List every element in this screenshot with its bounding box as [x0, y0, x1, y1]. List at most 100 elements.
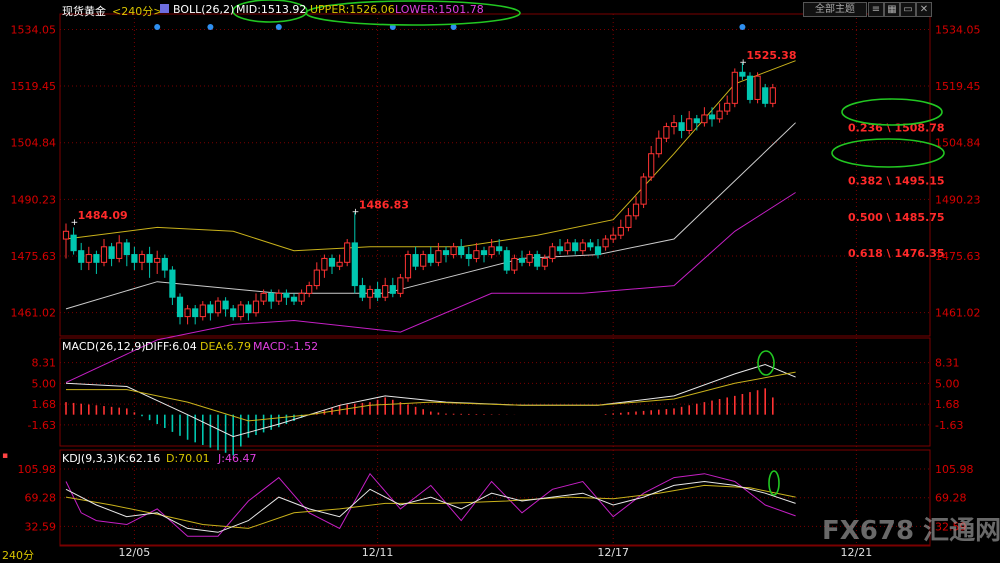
candle-body: [632, 203, 640, 217]
fib-level-label: 0.618 \ 1476.35: [848, 247, 945, 260]
kdj-y-tick-label: 32.59: [25, 520, 57, 533]
candle-body: [328, 257, 336, 267]
x-tick-label: 12/11: [362, 546, 394, 559]
macd-macd-value: MACD:-1.52: [253, 340, 319, 353]
restore-icon[interactable]: ▭: [900, 2, 916, 17]
candle-body: [526, 254, 533, 263]
candle-body: [161, 257, 168, 271]
candle-body: [169, 269, 176, 298]
highlight-upper-lower-ellipse: [305, 0, 521, 26]
candle-body: [708, 114, 716, 120]
candle-body: [344, 242, 351, 263]
main-y-tick-label-right: 1534.05: [935, 23, 981, 36]
candle-body: [412, 254, 419, 267]
kdj-y-tick-label: 69.28: [25, 492, 57, 505]
signal-dot: [154, 24, 161, 30]
candle-body: [108, 246, 115, 259]
candle-body: [617, 226, 624, 236]
candle-body: [579, 242, 586, 252]
main-y-tick-label-right: 1519.45: [935, 80, 981, 93]
kdj-marker-icon: ▪: [2, 451, 9, 461]
category-select[interactable]: 全部主题: [803, 2, 867, 17]
boll-mid-value: MID:1513.92: [236, 3, 307, 16]
highlight-fib-0236-ellipse: [841, 98, 943, 126]
boll-upper-value: UPPER:1526.06: [310, 3, 395, 16]
main-y-tick-label: 1475.63: [11, 250, 57, 263]
candle-body: [85, 254, 92, 263]
macd-y-tick-label-right: 1.68: [935, 398, 960, 411]
close-icon[interactable]: ✕: [916, 2, 932, 17]
highlight-macd-cross-ellipse: [757, 350, 775, 376]
boll-lower-line: [65, 192, 796, 383]
candle-body: [146, 254, 153, 263]
candle-body: [518, 257, 526, 263]
x-tick-label: 12/17: [597, 546, 629, 559]
kdj-y-tick-label-right: 32.59: [935, 520, 967, 533]
candle-body: [693, 118, 700, 124]
candle-body: [70, 234, 77, 252]
boll-title[interactable]: BOLL(26,2): [173, 3, 235, 16]
kdj-j-value: J:46.47: [218, 452, 257, 465]
kdj-y-tick-label-right: 105.98: [935, 463, 974, 476]
candle-body: [648, 153, 655, 178]
candle-body: [427, 254, 434, 263]
macd-dea-value: DEA:6.79: [200, 340, 251, 353]
tile-icon[interactable]: ▦: [884, 2, 900, 17]
fib-level-label: 0.236 \ 1508.78: [848, 121, 945, 134]
candle-body: [100, 246, 108, 263]
kdj-y-tick-label: 105.98: [18, 463, 57, 476]
price-annotation: 1484.09: [78, 209, 128, 222]
candle-body: [686, 118, 693, 131]
signal-dot: [739, 24, 746, 30]
kdj-k-value: K:62.16: [118, 452, 161, 465]
macd-y-tick-label: 5.00: [32, 377, 57, 390]
highlight-fib-0382-ellipse: [831, 138, 945, 168]
candle-body: [237, 304, 244, 318]
candle-body: [587, 242, 594, 248]
main-y-tick-label: 1461.02: [11, 307, 57, 320]
candle-body: [511, 257, 518, 271]
candle-body: [268, 292, 275, 302]
candle-body: [260, 292, 267, 302]
period-tag[interactable]: <240分>: [112, 5, 163, 18]
candle-body: [123, 242, 130, 256]
candle-body: [230, 308, 237, 318]
boll-lower-value: LOWER:1501.78: [395, 3, 484, 16]
candle-body: [351, 242, 358, 287]
main-y-tick-label-right: 1475.63: [935, 250, 981, 263]
candle-body: [724, 102, 731, 112]
kdj-d-value: D:70.01: [166, 452, 210, 465]
candle-body: [435, 250, 442, 263]
main-y-tick-label: 1490.23: [11, 193, 57, 206]
candle-body: [640, 176, 647, 205]
main-y-tick-label-right: 1490.23: [935, 193, 981, 206]
candle-body: [701, 114, 708, 124]
settings-icon[interactable]: ≡: [868, 2, 884, 17]
signal-dot: [207, 24, 214, 30]
candle-body: [488, 246, 495, 256]
candle-body: [556, 246, 564, 252]
candle-body: [625, 215, 632, 228]
candle-body: [116, 242, 123, 259]
kdj-y-tick-label-right: 69.28: [935, 492, 967, 505]
candle-body: [473, 250, 480, 259]
macd-pane-frame: [59, 337, 931, 447]
macd-diff-value: DIFF:6.04: [145, 340, 197, 353]
candle-body: [275, 292, 282, 302]
candle-body: [245, 304, 252, 314]
candle-body: [420, 254, 427, 267]
macd-y-tick-label: 8.31: [32, 357, 57, 370]
main-y-tick-label-right: 1504.84: [935, 137, 981, 150]
period-badge[interactable]: 240分: [2, 549, 34, 562]
kdj-title[interactable]: KDJ(9,3,3): [62, 452, 118, 465]
macd-y-tick-label-right: -1.63: [935, 419, 963, 432]
macd-diff-line: [65, 363, 796, 438]
candle-body: [78, 250, 85, 263]
annotation-marker: +: [352, 208, 360, 218]
macd-title[interactable]: MACD(26,12,9): [62, 340, 146, 353]
main-y-tick-label-right: 1461.02: [935, 307, 981, 320]
signal-dot: [450, 24, 457, 30]
instrument-name: 现货黄金: [62, 5, 106, 18]
candle-body: [321, 257, 328, 271]
